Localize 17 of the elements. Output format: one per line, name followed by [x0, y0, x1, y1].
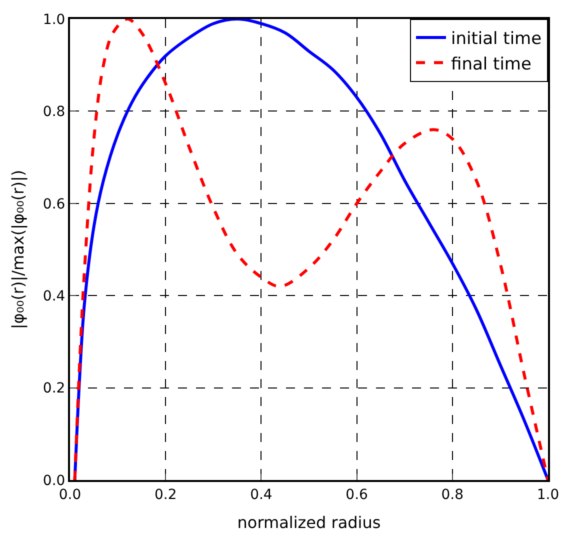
x-tick-label: 0.8	[441, 486, 464, 503]
y-tick-label: 0.6	[42, 196, 66, 212]
x-tick-label: 0.6	[346, 486, 368, 503]
legend-label: final time	[451, 54, 532, 74]
x-tick-label: 0.0	[58, 486, 82, 503]
y-tick-label: 0.4	[42, 288, 66, 304]
x-tick-label: 1.0	[536, 486, 560, 503]
y-tick-label: 1.0	[42, 12, 66, 28]
y-tick-label: 0.2	[42, 380, 66, 397]
x-axis-title: normalized radius	[237, 513, 381, 532]
y-tick-label: 0.0	[42, 472, 66, 489]
x-tick-label: 0.4	[250, 486, 272, 503]
x-tick-label: 0.2	[154, 486, 177, 503]
line-series	[73, 19, 548, 480]
legend-label: initial time	[451, 29, 542, 50]
y-tick-label: 0.8	[42, 104, 66, 120]
y-axis-title: |φ₀₀(r)|/max(|φ₀₀(r)|)	[8, 170, 28, 330]
